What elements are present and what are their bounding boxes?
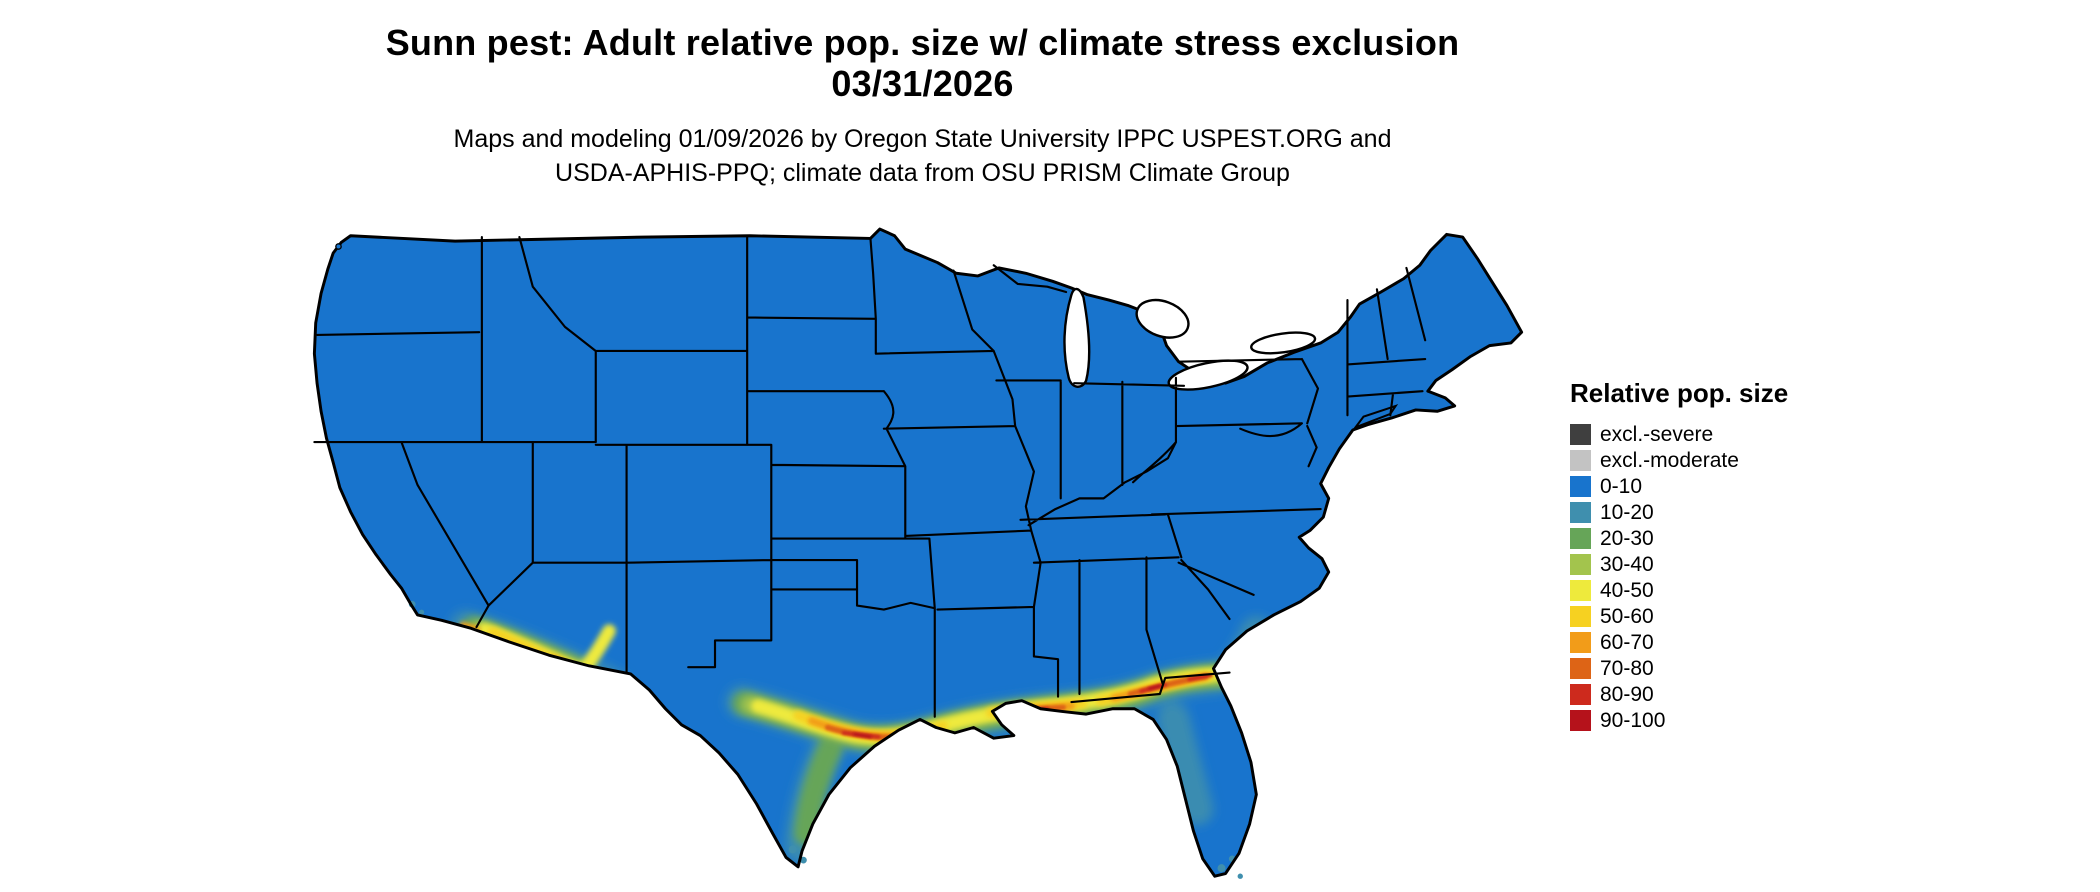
legend-item: 30-40 xyxy=(1570,551,1870,577)
coastal-specks xyxy=(408,600,1243,879)
legend-item: 40-50 xyxy=(1570,577,1870,603)
legend-item: 0-10 xyxy=(1570,473,1870,499)
wa-island xyxy=(335,243,342,250)
legend-item-label: excl.-severe xyxy=(1600,422,1714,446)
legend-item: excl.-severe xyxy=(1570,421,1870,447)
legend-item: 20-30 xyxy=(1570,525,1870,551)
title-line-1: Sunn pest: Adult relative pop. size w/ c… xyxy=(385,22,1460,63)
lake-michigan xyxy=(1063,287,1091,388)
nation-fill xyxy=(314,229,1522,877)
title-date: 03/31/2026 xyxy=(831,63,1014,104)
legend-item: 50-60 xyxy=(1570,603,1870,629)
legend: Relative pop. size excl.-severe excl.-mod… xyxy=(1570,378,1870,733)
long-island xyxy=(1352,404,1399,430)
lake-ontario xyxy=(1250,331,1317,355)
legend-item: 60-70 xyxy=(1570,629,1870,655)
legend-swatch xyxy=(1570,631,1591,653)
legend-swatch xyxy=(1570,475,1591,497)
legend-item-label: 0-10 xyxy=(1600,474,1643,498)
legend-swatch xyxy=(1570,527,1591,549)
legend-item-label: 20-30 xyxy=(1600,526,1654,550)
lake-erie xyxy=(1167,359,1249,391)
legend-swatch xyxy=(1570,423,1591,445)
legend-item-label: 30-40 xyxy=(1600,552,1654,576)
us-map xyxy=(305,225,1527,891)
legend-item: 90-100 xyxy=(1570,707,1870,733)
subtitle-line-1: Maps and modeling 01/09/2026 by Oregon S… xyxy=(453,125,1392,153)
legend-item-label: 50-60 xyxy=(1600,604,1654,628)
great-lakes xyxy=(1063,287,1317,391)
legend-swatch xyxy=(1570,709,1591,731)
legend-items: excl.-severe excl.-moderate 0-10 10-20 20-30… xyxy=(1570,421,1870,733)
map-subtitle: Maps and modeling 01/09/2026 by Oregon S… xyxy=(0,122,1845,190)
subtitle-line-2: USDA-APHIS-PPQ; climate data from OSU PR… xyxy=(555,159,1290,187)
legend-title: Relative pop. size xyxy=(1570,378,1789,408)
legend-item-label: 90-100 xyxy=(1600,708,1666,732)
legend-item-label: 60-70 xyxy=(1600,630,1654,654)
legend-item: 70-80 xyxy=(1570,655,1870,681)
legend-item-label: 40-50 xyxy=(1600,578,1654,602)
legend-item: 80-90 xyxy=(1570,681,1870,707)
legend-item-label: 80-90 xyxy=(1600,682,1654,706)
legend-item-label: 70-80 xyxy=(1600,656,1654,680)
legend-swatch xyxy=(1570,553,1591,575)
map-title: Sunn pest: Adult relative pop. size w/ c… xyxy=(0,22,1845,104)
legend-swatch xyxy=(1570,683,1591,705)
legend-swatch xyxy=(1570,657,1591,679)
legend-item: 10-20 xyxy=(1570,499,1870,525)
legend-item-label: 10-20 xyxy=(1600,500,1654,524)
legend-swatch xyxy=(1570,579,1591,601)
lake-huron xyxy=(1135,298,1190,339)
legend-swatch xyxy=(1570,501,1591,523)
state-borders xyxy=(313,236,1427,718)
legend-item: excl.-moderate xyxy=(1570,447,1870,473)
legend-swatch xyxy=(1570,449,1591,471)
legend-item-label: excl.-moderate xyxy=(1600,448,1739,472)
legend-swatch xyxy=(1570,605,1591,627)
